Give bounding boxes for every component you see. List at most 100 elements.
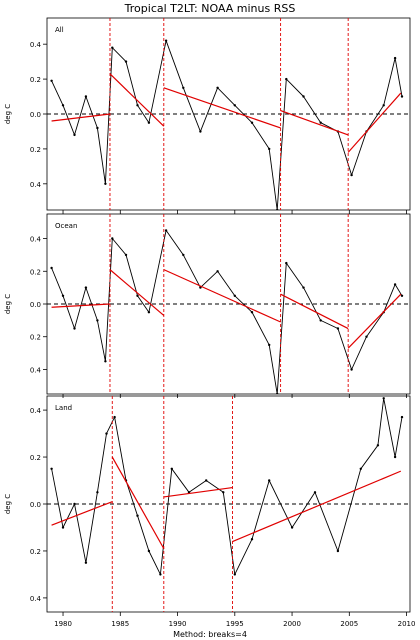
y-tick-label: 0.0 xyxy=(30,301,41,309)
fit-segment xyxy=(347,92,402,153)
y-tick-label: 0.2 xyxy=(30,334,41,342)
fit-segment xyxy=(347,293,402,349)
y-tick-label: 0.2 xyxy=(30,268,41,276)
figure-footer: Method: breaks=4 xyxy=(173,630,247,639)
anomaly-point xyxy=(250,121,254,124)
anomaly-point xyxy=(104,360,107,363)
anomaly-point xyxy=(336,549,340,553)
y-tick-label: 0.2 xyxy=(30,454,41,462)
x-tick-label: 1995 xyxy=(226,620,244,628)
anomaly-point xyxy=(182,253,185,257)
anomaly-point xyxy=(250,311,254,314)
fit-segment xyxy=(163,486,233,498)
fit-segment xyxy=(109,73,165,127)
y-axis-label: deg C xyxy=(4,294,12,314)
y-tick-label: 0.4 xyxy=(30,366,42,374)
anomaly-point xyxy=(73,133,76,137)
anomaly-point xyxy=(319,121,322,124)
anomaly-point xyxy=(290,526,294,529)
anomaly-point xyxy=(365,335,368,338)
anomaly-point xyxy=(276,392,279,394)
x-tick-label: 2005 xyxy=(340,620,358,628)
anomaly-point xyxy=(164,39,168,42)
fit-segment xyxy=(111,456,165,549)
anomaly-point xyxy=(147,311,151,314)
anomaly-point xyxy=(104,182,107,185)
anomaly-point xyxy=(136,514,139,517)
y-axis-label: deg C xyxy=(4,104,12,124)
anomaly-series-line xyxy=(51,40,403,210)
panels: 0.4 0.2 0.0 0.2 0.4 deg C All 0.4 0.2 0.0 0.2 0.4 de… xyxy=(4,17,411,616)
anomaly-point xyxy=(159,573,162,576)
anomaly-point xyxy=(111,237,114,240)
anomaly-point xyxy=(147,549,151,553)
anomaly-point xyxy=(382,397,385,400)
anomaly-point xyxy=(182,86,185,90)
anomaly-point xyxy=(233,104,236,107)
anomaly-point xyxy=(96,491,99,494)
anomaly-point xyxy=(400,294,404,297)
anomaly-series-line xyxy=(51,397,403,575)
anomaly-point xyxy=(350,173,353,177)
x-tick-label: 1990 xyxy=(169,620,187,628)
anomaly-point xyxy=(96,126,99,130)
fit-segment xyxy=(51,113,111,122)
panel-label: Land xyxy=(55,404,72,412)
panel-ocean: 0.4 0.2 0.0 0.2 0.4 deg C Ocean xyxy=(4,213,411,398)
anomaly-point xyxy=(400,415,404,419)
anomaly-point xyxy=(205,479,208,482)
anomaly-point xyxy=(147,121,151,124)
anomaly-point xyxy=(268,343,271,347)
anomaly-point xyxy=(73,502,76,506)
y-tick-label: 0.4 xyxy=(30,41,42,49)
anomaly-point xyxy=(216,270,219,273)
anomaly-point xyxy=(96,319,99,322)
panel-land: 0.4 0.2 0.0 0.2 0.4 deg C Land xyxy=(4,395,411,616)
anomaly-point xyxy=(393,56,397,60)
fit-segment xyxy=(51,303,111,308)
anomaly-point xyxy=(164,229,168,232)
x-axis: 1980 1985 1990 1995 2000 2005 2010 xyxy=(54,620,415,628)
fit-segment xyxy=(280,293,349,330)
anomaly-point xyxy=(105,432,108,435)
y-tick-label: 0.0 xyxy=(30,501,41,509)
anomaly-point xyxy=(216,86,219,90)
y-tick-label: 0.4 xyxy=(30,595,42,603)
x-tick-label: 1985 xyxy=(111,620,129,628)
anomaly-point xyxy=(313,491,317,494)
fit-segment xyxy=(163,269,281,323)
anomaly-point xyxy=(61,526,65,529)
anomaly-point xyxy=(250,538,254,541)
anomaly-series-line xyxy=(51,229,403,394)
anomaly-point xyxy=(268,479,271,482)
anomaly-point xyxy=(84,286,88,289)
anomaly-point xyxy=(285,261,288,265)
anomaly-point xyxy=(111,46,114,49)
panel-label: All xyxy=(55,26,64,34)
y-tick-label: 0.4 xyxy=(30,236,42,244)
anomaly-point xyxy=(393,283,397,286)
anomaly-point xyxy=(136,104,139,107)
y-tick-label: 0.2 xyxy=(30,146,41,154)
anomaly-point xyxy=(319,319,322,322)
x-tick-label: 2000 xyxy=(283,620,301,628)
anomaly-point xyxy=(136,294,139,297)
anomaly-point xyxy=(84,95,88,98)
anomaly-point xyxy=(393,455,397,459)
anomaly-point xyxy=(124,253,128,257)
anomaly-point xyxy=(222,491,225,494)
anomaly-point xyxy=(268,147,271,151)
anomaly-point xyxy=(400,95,404,98)
anomaly-point xyxy=(276,208,279,210)
anomaly-point xyxy=(73,327,76,330)
anomaly-point xyxy=(359,467,362,470)
anomaly-point xyxy=(61,104,65,107)
x-tick-label: 1980 xyxy=(54,620,72,628)
anomaly-point xyxy=(285,77,288,81)
fit-segment xyxy=(280,109,349,136)
anomaly-point xyxy=(302,286,305,289)
anomaly-point xyxy=(233,573,236,576)
y-tick-label: 0.0 xyxy=(30,111,41,119)
anomaly-point xyxy=(233,294,236,297)
